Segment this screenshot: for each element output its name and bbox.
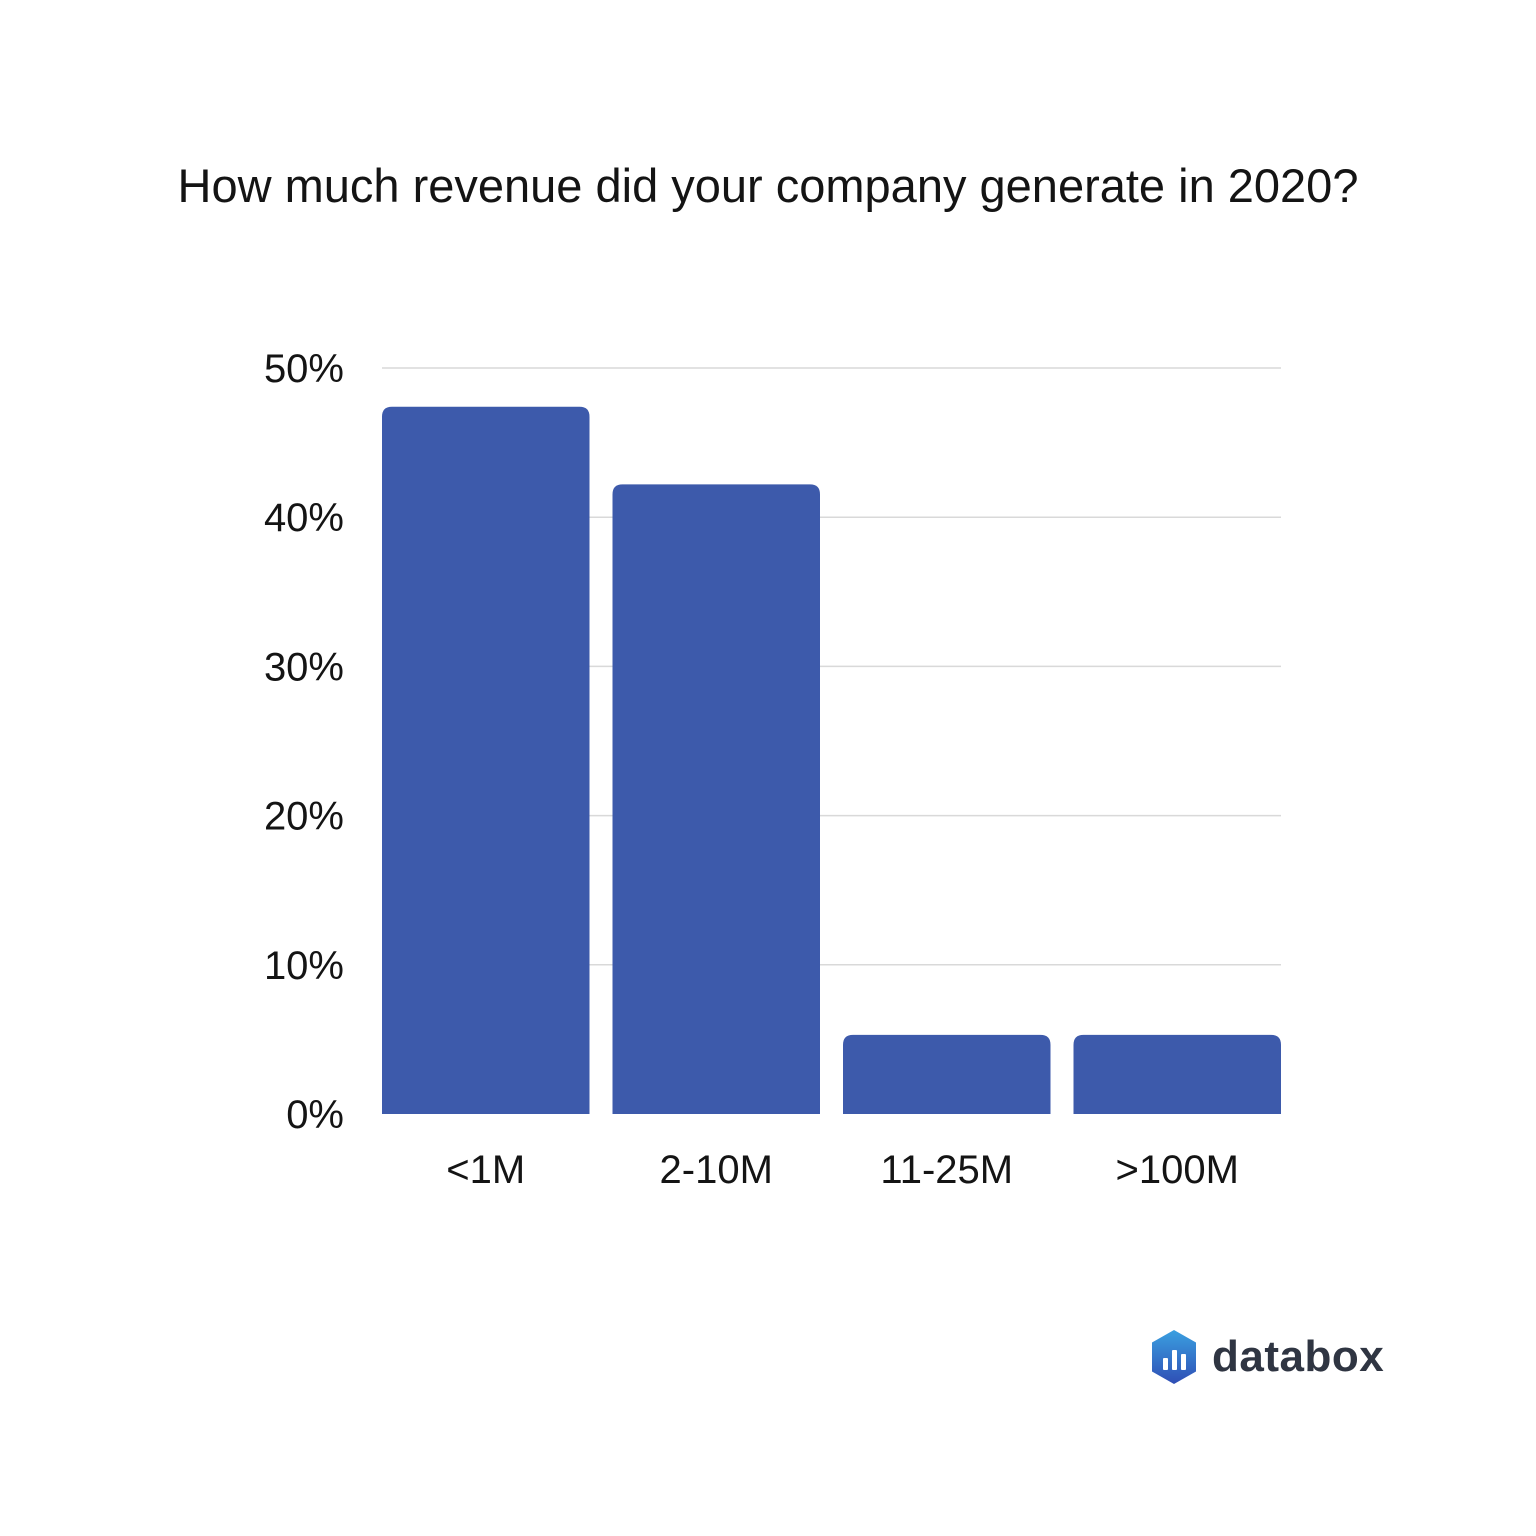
x-tick-label: 11-25M <box>880 1148 1013 1192</box>
brand-name: databox <box>1212 1332 1385 1381</box>
y-tick-label: 30% <box>264 645 344 689</box>
databox-logo-icon <box>1152 1330 1196 1384</box>
y-tick-label: 10% <box>264 944 344 988</box>
chart-title: How much revenue did your company genera… <box>177 159 1359 212</box>
y-tick-label: 50% <box>264 347 344 391</box>
x-tick-label: <1M <box>446 1148 525 1192</box>
bar <box>382 406 590 1114</box>
x-tick-label: 2-10M <box>660 1148 773 1192</box>
bar <box>612 484 820 1115</box>
x-tick-label: >100M <box>1116 1148 1239 1192</box>
bar <box>1073 1034 1281 1114</box>
bar <box>843 1034 1051 1114</box>
y-tick-label: 40% <box>264 496 344 540</box>
y-tick-label: 0% <box>286 1093 344 1137</box>
brand-logo: databox <box>1148 1328 1408 1388</box>
y-tick-label: 20% <box>264 795 344 839</box>
